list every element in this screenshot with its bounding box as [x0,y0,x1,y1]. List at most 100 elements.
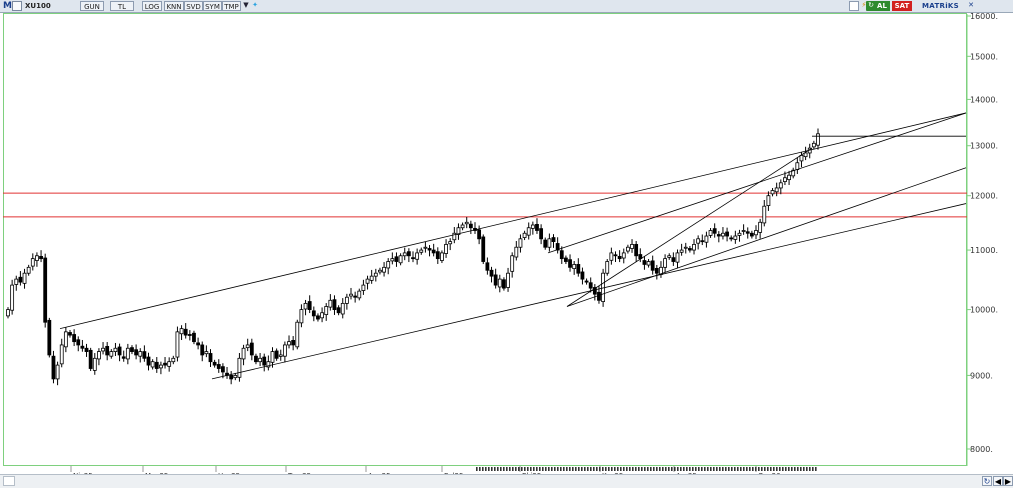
y-tick-label: 10000. [970,306,998,315]
candle-body [791,169,796,177]
candle-body [605,261,610,274]
candle-body [26,266,31,274]
candle-body [406,251,411,257]
candle-body [22,272,27,284]
knn-button[interactable]: KNN [164,1,184,11]
candle-body [514,246,519,258]
candle-body [365,278,370,284]
chart-scrollbar[interactable]: ↻ ◀ ▶ [0,474,1013,488]
sym-button[interactable]: SYM [203,1,222,11]
close-icon[interactable]: ✕ [968,1,974,9]
tmp-button[interactable]: TMP [222,1,241,11]
svd-button[interactable]: SVD [184,1,203,11]
scroll-right-arrow-icon[interactable]: ▶ [1003,476,1013,486]
scroll-left-handle[interactable] [3,476,15,486]
time-marker [680,467,682,471]
candle-body [233,375,238,379]
candle-body [617,255,622,260]
candle-body [588,282,593,289]
candle-body [35,255,39,261]
candle-body [291,339,296,346]
candle-body [716,234,721,237]
dropdown-arrow-icon[interactable]: ▼ [243,1,249,9]
candle-body [766,195,771,206]
time-marker [578,467,580,471]
candle-body [435,251,440,260]
window-icon[interactable] [849,1,859,11]
trend-line [59,112,967,330]
time-marker [662,467,664,471]
candle-body [72,334,77,343]
twitter-icon[interactable]: ✦ [252,1,258,9]
candle-body [266,361,271,368]
time-marker [773,467,775,471]
time-marker [512,467,514,471]
lightning-icon[interactable]: ⚡ [861,1,867,9]
reload-icon[interactable]: ↻ [982,476,992,486]
refresh-icon[interactable]: ↻ [866,1,876,11]
candle-body [97,351,101,360]
candle-body [373,272,378,277]
candle-body [328,299,333,308]
candle-body [675,252,680,263]
time-marker [734,467,736,471]
candle-body [460,224,465,229]
candle-body [282,344,287,357]
candle-body [584,280,589,283]
time-marker [713,467,715,471]
time-marker [650,467,652,471]
currency-button[interactable]: TL [110,1,134,11]
time-marker [806,467,808,471]
candle-body [415,252,420,260]
time-marker [629,467,631,471]
scroll-left-arrow-icon[interactable]: ◀ [993,476,1003,486]
candle-body [307,301,312,311]
candle-body [134,349,139,356]
candle-body [258,357,262,363]
time-marker [779,467,781,471]
time-marker [668,467,670,471]
candle-body [497,278,502,288]
candle-body [68,332,72,336]
time-marker [503,467,505,471]
time-marker [602,467,604,471]
candle-body [456,227,461,235]
time-marker [548,467,550,471]
symbol-label[interactable]: XU100 [25,2,51,10]
time-marker [665,467,667,471]
candle-body [778,182,783,189]
time-marker [740,467,742,471]
candle-body [663,258,667,268]
sell-button[interactable]: SAT [892,1,912,11]
candle-body [142,351,147,359]
matriks-brand: MATRiKS [922,2,959,10]
candle-body [171,357,176,363]
candle-body [117,346,122,356]
candle-body [803,152,808,158]
candle-body [121,356,126,359]
chart-toolbar: M XU100 GUN TL LOG KNN SVD SYM TMP ▼ ✦ ⚡… [0,0,1013,13]
y-tick-label: 12000. [970,192,998,201]
time-marker [563,467,565,471]
buy-button[interactable]: AL [874,1,890,11]
candle-body [402,252,407,257]
time-marker [482,467,484,471]
candle-body [795,162,800,170]
candle-body [84,347,89,352]
time-marker [524,467,526,471]
period-button[interactable]: GUN [80,1,104,11]
candle-body [63,331,68,348]
symbol-lock-icon[interactable] [12,1,22,11]
candle-body [741,230,746,232]
time-marker [656,467,658,471]
candle-body [485,262,490,271]
time-marker [809,467,811,471]
candle-body [324,306,329,316]
time-marker [689,467,691,471]
candle-body [320,312,324,319]
candle-body [683,246,688,249]
log-button[interactable]: LOG [142,1,162,11]
candle-body [316,315,320,320]
candle-body [167,361,172,367]
